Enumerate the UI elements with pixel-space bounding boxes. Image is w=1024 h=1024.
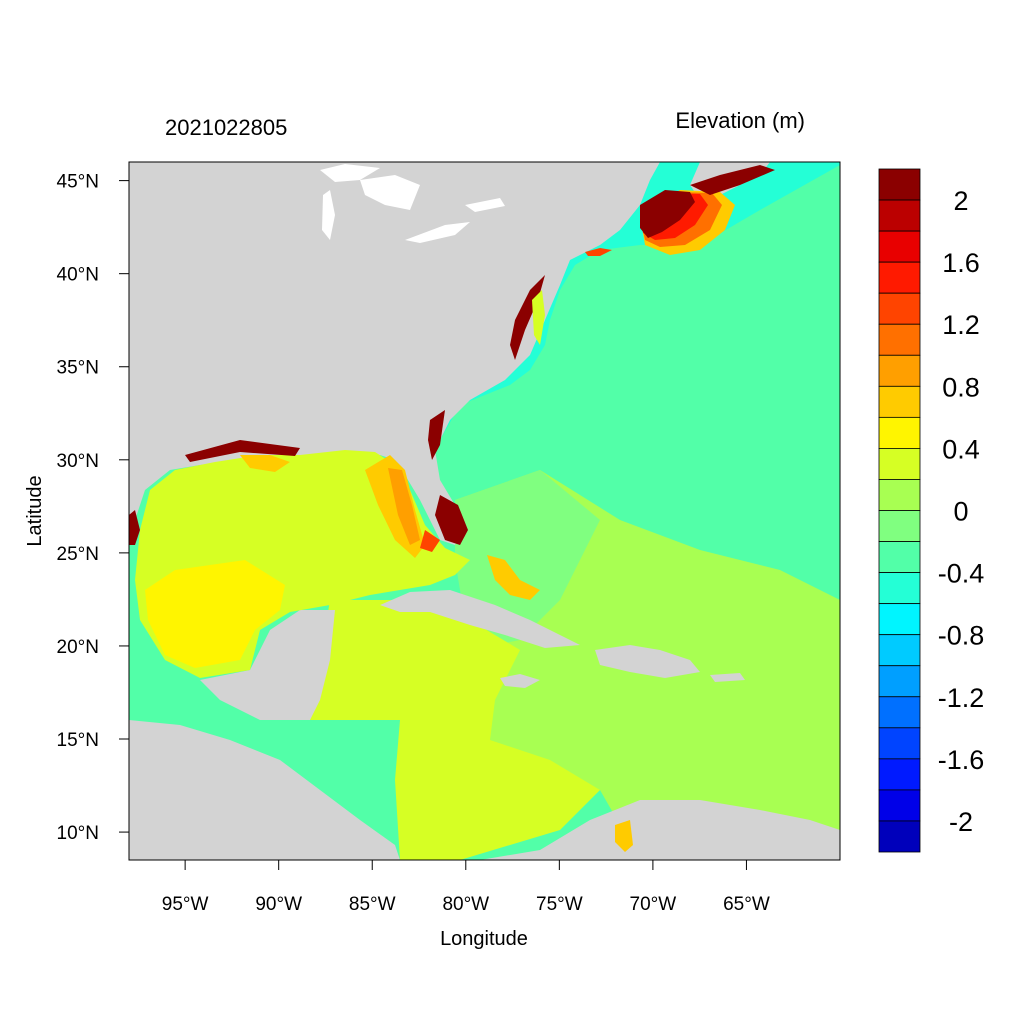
puerto-rico-land xyxy=(710,673,745,682)
colorbar-swatch xyxy=(878,199,921,232)
colorbar-swatch xyxy=(878,510,921,542)
x-tick-label: 95°W xyxy=(162,894,209,915)
chesapeake-field xyxy=(532,290,545,345)
colorbar-swatch xyxy=(878,354,921,387)
colorbar-swatch xyxy=(878,479,921,511)
colorbar-label: -2 xyxy=(949,807,973,837)
colorbar-swatch xyxy=(878,230,921,263)
caribbean-west-field xyxy=(310,600,600,860)
x-tick-label: 65°W xyxy=(723,894,770,915)
gulf-coast-surge xyxy=(240,455,290,472)
colorbar-swatch xyxy=(878,292,921,325)
x-tick-label: 80°W xyxy=(442,894,489,915)
long-island-surge xyxy=(585,248,612,256)
plot-frame xyxy=(128,161,841,861)
atlantic-coast-surge xyxy=(428,410,445,460)
colorbar-label: -1.6 xyxy=(938,745,985,775)
texas-coast-surge xyxy=(129,510,140,545)
colorbar-swatch xyxy=(878,416,921,449)
y-axis: 45°N 40°N 35°N 30°N 25°N 20°N 15°N 10°N xyxy=(57,172,129,844)
colorbar-label: -0.4 xyxy=(938,559,985,589)
colorbar-label: -1.2 xyxy=(938,683,985,713)
x-tick-label: 85°W xyxy=(349,894,396,915)
colorbar-swatch xyxy=(878,168,921,201)
colorbar-label: 0.8 xyxy=(942,372,980,402)
y-tick-label: 45°N xyxy=(57,172,99,193)
colorbar: 2 1.6 1.2 0.8 0.4 0 -0.4 -0.8 -1.2 -1.6 -2 xyxy=(878,168,985,853)
y-tick-label: 10°N xyxy=(57,823,99,844)
units-label: Elevation (m) xyxy=(675,108,805,133)
central-america-land xyxy=(129,720,400,860)
colorbar-label: -0.8 xyxy=(938,621,985,651)
maine-coast-surge xyxy=(690,165,775,195)
colorbar-swatch xyxy=(878,385,921,418)
new-england-surge-peak xyxy=(640,190,695,238)
lake-ontario xyxy=(465,198,505,212)
colorbar-label: 2 xyxy=(953,186,968,216)
lake-superior xyxy=(320,164,380,182)
colorbar-swatch xyxy=(878,448,921,480)
date-label: 2021022805 xyxy=(165,115,287,140)
colorbar-label: 0.4 xyxy=(942,434,980,464)
y-tick-label: 35°N xyxy=(57,358,99,379)
x-tick-label: 90°W xyxy=(255,894,302,915)
cuba-land xyxy=(380,590,580,648)
colorbar-swatch xyxy=(878,789,921,822)
colorbar-swatch xyxy=(878,603,921,636)
y-tick-label: 20°N xyxy=(57,637,99,658)
south-florida-surge-peak xyxy=(435,495,468,545)
louisiana-coast-surge xyxy=(185,440,300,462)
lake-huron xyxy=(360,175,420,210)
yucatan-land xyxy=(200,610,335,720)
south-america-land xyxy=(480,800,840,860)
colorbar-swatch xyxy=(878,696,921,729)
x-axis: 95°W 90°W 85°W 80°W 75°W 70°W 65°W xyxy=(162,860,770,915)
colorbar-swatch xyxy=(878,261,921,294)
bahamas-surge xyxy=(487,555,540,600)
x-axis-title: Longitude xyxy=(440,928,528,950)
colorbar-swatch xyxy=(878,758,921,791)
y-axis-title: Latitude xyxy=(24,475,46,546)
colorbar-swatch xyxy=(878,323,921,356)
colorbar-swatch xyxy=(878,541,921,573)
lake-michigan xyxy=(322,190,335,240)
x-tick-label: 75°W xyxy=(536,894,583,915)
colorbar-label: 1.2 xyxy=(942,310,980,340)
colorbar-swatch xyxy=(878,665,921,698)
colorbar-swatch xyxy=(878,727,921,760)
colorbar-swatch xyxy=(878,634,921,667)
x-tick-label: 70°W xyxy=(630,894,677,915)
y-tick-label: 15°N xyxy=(57,730,99,751)
jamaica-land xyxy=(500,674,540,688)
y-tick-label: 25°N xyxy=(57,544,99,565)
map-panel xyxy=(129,162,840,860)
venezuela-surge xyxy=(615,820,633,852)
hispaniola-land xyxy=(595,645,700,678)
colorbar-swatch xyxy=(878,820,921,853)
y-tick-label: 40°N xyxy=(57,265,99,286)
colorbar-label: 1.6 xyxy=(942,248,980,278)
south-florida-surge-high xyxy=(420,530,440,552)
gulf-core-field xyxy=(145,560,285,668)
florida-gulf-surge-mid xyxy=(388,468,420,545)
colorbar-swatch xyxy=(878,572,921,605)
y-tick-label: 30°N xyxy=(57,451,99,472)
lake-erie xyxy=(405,222,470,243)
colorbar-label: 0 xyxy=(953,497,968,527)
